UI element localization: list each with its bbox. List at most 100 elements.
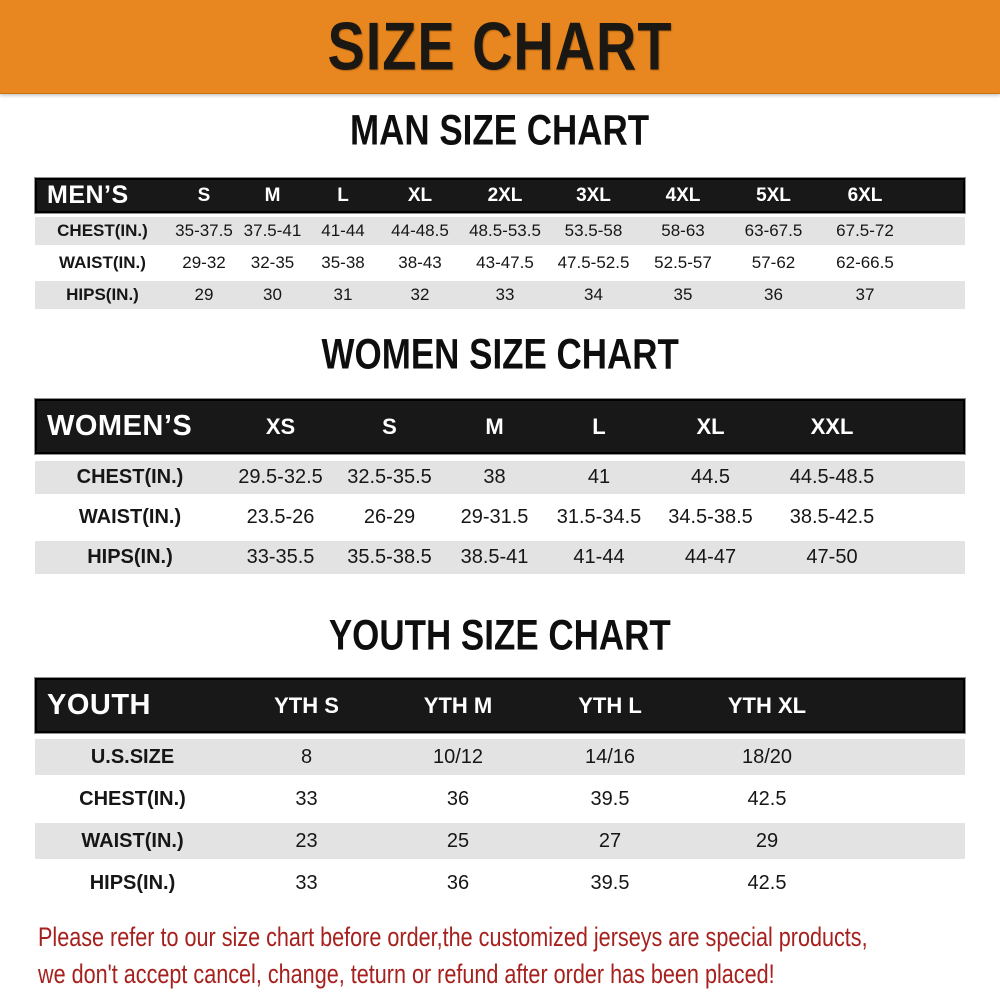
column-header: XS — [265, 413, 296, 439]
column-header: 5XL — [756, 184, 791, 206]
youth-section-heading: YOUTH SIZE CHART — [0, 612, 1000, 660]
row-label: WAIST(IN.) — [81, 829, 184, 852]
size-cell: 37 — [855, 285, 875, 304]
column-header: 6XL — [847, 184, 883, 206]
size-cell: 44.5-48.5 — [789, 466, 875, 488]
size-cell: 37.5-41 — [243, 221, 302, 240]
size-cell: 14/16 — [584, 745, 636, 768]
column-header: XL — [696, 413, 725, 439]
table-row: HIPS(IN.) 29 30 31 32 33 34 35 36 37 — [35, 281, 965, 309]
footer-note: Please refer to our size chart before or… — [38, 919, 1000, 993]
women-section-heading: WOMEN SIZE CHART — [0, 331, 1000, 379]
size-cell: 33 — [295, 787, 318, 810]
table-row: CHEST(IN.) 35-37.5 37.5-41 41-44 44-48.5 48.5… — [35, 217, 965, 245]
column-header: YTH L — [578, 692, 642, 718]
row-label: WAIST(IN.) — [59, 253, 146, 272]
youth-size-table: YOUTH YTH S YTH M YTH L YTH XL U.S.SIZE 8 10/12… — [35, 678, 965, 901]
women-size-table: WOMEN’S XS S M L XL XXL CHEST(IN.) 29.5-32.5 32.5… — [35, 399, 965, 574]
size-cell: 35-37.5 — [175, 221, 233, 240]
size-cell: 39.5 — [590, 787, 630, 810]
size-cell: 38 — [483, 466, 506, 488]
size-cell: 63-67.5 — [744, 221, 803, 240]
size-cell: 32-35 — [250, 253, 295, 272]
size-cell: 42.5 — [747, 787, 787, 810]
size-cell: 29-32 — [182, 253, 226, 272]
man-section-title: MAN SIZE CHART — [350, 107, 650, 155]
column-header: YTH XL — [727, 692, 807, 718]
table-header-row: WOMEN’S XS S M L XL XXL — [35, 399, 965, 454]
size-cell: 35-38 — [321, 253, 365, 272]
size-cell: 8 — [300, 745, 313, 768]
size-cell: 39.5 — [590, 871, 630, 894]
youth-section-title: YOUTH SIZE CHART — [329, 612, 671, 660]
size-cell: 33 — [495, 285, 515, 304]
size-cell: 29 — [755, 829, 779, 852]
row-label: CHEST(IN.) — [79, 787, 186, 810]
size-cell: 47-50 — [806, 546, 858, 568]
column-header: M — [264, 184, 281, 206]
size-cell: 47.5-52.5 — [557, 253, 630, 272]
size-cell: 30 — [263, 285, 282, 304]
size-cell: 34.5-38.5 — [668, 506, 753, 528]
table-row: CHEST(IN.) 33 36 39.5 42.5 — [35, 781, 965, 817]
size-cell: 53.5-58 — [564, 221, 623, 240]
size-cell: 10/12 — [432, 745, 484, 768]
row-label: HIPS(IN.) — [87, 546, 173, 568]
man-size-table: MEN’S S M L XL 2XL 3XL 4XL 5XL 6XL CHEST(IN.) 35-37… — [35, 178, 965, 309]
size-cell: 58-63 — [661, 221, 705, 240]
column-header: S — [197, 184, 211, 206]
size-cell: 35.5-38.5 — [347, 546, 432, 568]
table-row: CHEST(IN.) 29.5-32.5 32.5-35.5 38 41 44.5 44.5… — [35, 461, 965, 494]
column-header: L — [337, 184, 349, 206]
size-cell: 36 — [446, 871, 470, 894]
size-cell: 29-31.5 — [460, 506, 529, 528]
table-row: WAIST(IN.) 23 25 27 29 — [35, 823, 965, 859]
size-cell: 41-44 — [321, 221, 365, 240]
banner: SIZE CHART — [0, 0, 1000, 94]
size-cell: 29 — [194, 285, 214, 304]
column-header: 4XL — [665, 184, 701, 206]
size-cell: 62-66.5 — [836, 253, 894, 272]
footer-line-1: Please refer to our size chart before or… — [38, 922, 868, 952]
size-cell: 36 — [764, 285, 783, 304]
table-header-row: MEN’S S M L XL 2XL 3XL 4XL 5XL 6XL — [35, 178, 965, 213]
row-label: WAIST(IN.) — [78, 506, 182, 528]
table-header-label: MEN’S — [47, 181, 129, 209]
row-label: HIPS(IN.) — [66, 285, 139, 304]
size-cell: 31.5-34.5 — [556, 506, 642, 528]
size-cell: 67.5-72 — [836, 221, 894, 240]
row-label: HIPS(IN.) — [89, 871, 176, 894]
size-cell: 38.5-41 — [460, 546, 529, 568]
size-cell: 38-43 — [398, 253, 442, 272]
table-row: WAIST(IN.) 29-32 32-35 35-38 38-43 43-47.5 47.… — [35, 249, 965, 277]
column-header: 3XL — [576, 184, 611, 206]
size-cell: 23.5-26 — [246, 506, 315, 528]
row-label: CHEST(IN.) — [76, 466, 184, 488]
size-cell: 29.5-32.5 — [238, 466, 323, 488]
man-section-heading: MAN SIZE CHART — [0, 107, 1000, 155]
size-cell: 43-47.5 — [476, 253, 534, 272]
size-cell: 36 — [446, 787, 470, 810]
size-cell: 44-47 — [684, 546, 737, 568]
column-header: YTH S — [274, 692, 339, 718]
size-cell: 25 — [446, 829, 470, 852]
banner-title: SIZE CHART — [327, 8, 673, 85]
footer-line-2: we don't accept cancel, change, teturn o… — [38, 959, 775, 989]
column-header: M — [485, 413, 504, 439]
table-header-row: YOUTH YTH S YTH M YTH L YTH XL — [35, 678, 965, 733]
size-cell: 33 — [295, 871, 318, 894]
size-cell: 18/20 — [741, 745, 793, 768]
table-row: WAIST(IN.) 23.5-26 26-29 29-31.5 31.5-34.5 34… — [35, 501, 965, 534]
table-row: U.S.SIZE 8 10/12 14/16 18/20 — [35, 739, 965, 775]
size-cell: 32 — [410, 285, 430, 304]
column-header: 2XL — [487, 184, 523, 206]
size-cell: 41-44 — [573, 546, 625, 568]
table-header-label: WOMEN’S — [47, 410, 193, 442]
row-label: CHEST(IN.) — [57, 221, 148, 240]
column-header: XXL — [810, 413, 854, 439]
size-cell: 23 — [295, 829, 318, 852]
women-section-title: WOMEN SIZE CHART — [321, 331, 679, 379]
size-cell: 44.5 — [691, 466, 730, 488]
size-cell: 41 — [587, 466, 611, 488]
